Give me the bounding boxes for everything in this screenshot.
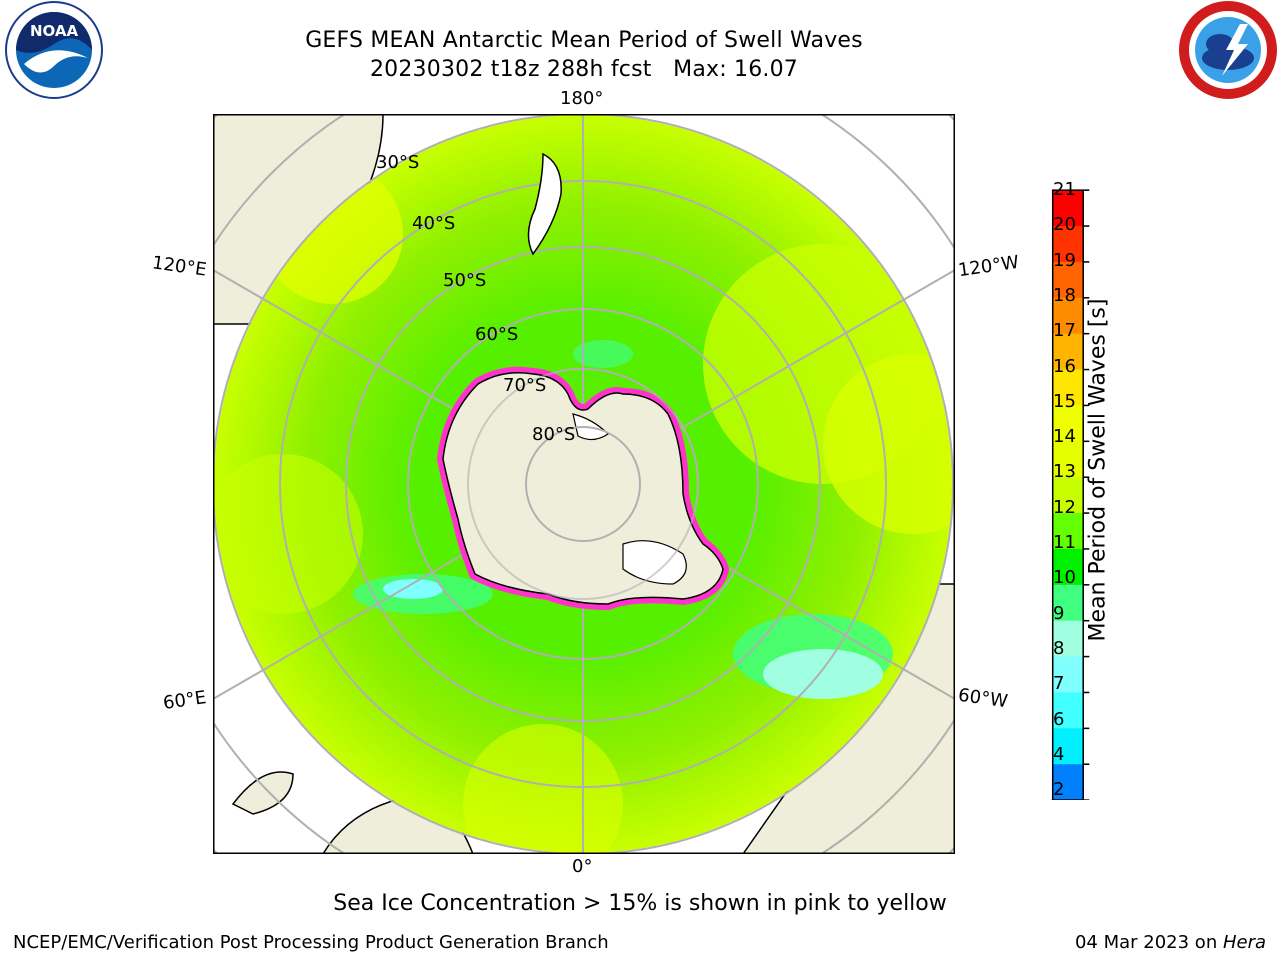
colorbar: [1051, 189, 1090, 800]
colorbar-tick-label: 14: [1053, 426, 1076, 448]
svg-text:NOAA: NOAA: [30, 22, 79, 40]
colorbar-tick-label: 11: [1053, 532, 1076, 553]
weddell-sea: [622, 540, 687, 585]
colorbar-tick-label: 6: [1053, 708, 1065, 730]
lon-label-60e: 60°E: [161, 687, 208, 714]
colorbar-bin: [1052, 548, 1084, 586]
colorbar-tick-label: 20: [1053, 214, 1076, 236]
colorbar-tick-label: 15: [1053, 390, 1076, 412]
colorbar-bin: [1052, 692, 1084, 729]
colorbar-bin: [1052, 441, 1084, 478]
colorbar-tick-label: 18: [1053, 284, 1076, 306]
colorbar-tick-label: 16: [1053, 355, 1076, 377]
colorbar-tick-label: 2: [1053, 779, 1065, 801]
lat-label-40s: 40°S: [412, 213, 456, 234]
colorbar-tick-label: 8: [1053, 637, 1065, 659]
chart-title: GEFS MEAN Antarctic Mean Period of Swell…: [0, 26, 1168, 84]
footer-date: 04 Mar 2023 on Hera: [1075, 932, 1266, 953]
title-line-1: GEFS MEAN Antarctic Mean Period of Swell…: [305, 28, 863, 53]
footer-host: Hera: [1222, 932, 1266, 953]
colorbar-tick-label: 17: [1053, 320, 1076, 342]
lat-label-70s: 70°S: [503, 375, 547, 396]
footer-credit: NCEP/EMC/Verification Post Processing Pr…: [13, 932, 609, 953]
sea-ice-note: Sea Ice Concentration > 15% is shown in …: [333, 891, 947, 916]
noaa-logo: NOAA: [2, 0, 106, 108]
map-frame: [213, 114, 955, 854]
footer-date-text: 04 Mar 2023 on: [1074, 932, 1223, 953]
colorbar-label: Mean Period of Swell Waves [s]: [1085, 298, 1111, 642]
lat-label-30s: 30°S: [376, 152, 420, 173]
new-zealand: [527, 152, 562, 256]
colorbar-bin: [1052, 190, 1084, 227]
colorbar-tick-label: 21: [1053, 179, 1076, 200]
lon-label-120e: 120°E: [150, 252, 208, 281]
nws-logo: [1178, 0, 1278, 104]
colorbar-tick-label: 4: [1053, 743, 1065, 765]
lat-label-60s: 60°S: [475, 324, 519, 345]
colorbar-tick-label: 7: [1053, 673, 1065, 695]
colorbar-bin: [1052, 261, 1084, 299]
colorbar-bin: [1052, 656, 1084, 693]
colorbar-tick-label: 10: [1053, 567, 1076, 589]
colorbar-bin: [1052, 405, 1084, 442]
colorbar-bin: [1052, 477, 1084, 514]
colorbar-bin: [1052, 584, 1084, 622]
colorbar-bin: [1052, 764, 1084, 800]
madagascar-land: [231, 771, 294, 815]
colorbar-bin: [1052, 728, 1084, 765]
colorbar-tick-label: 13: [1053, 461, 1076, 483]
lat-label-80s: 80°S: [532, 424, 576, 445]
colorbar-bin: [1052, 620, 1084, 658]
colorbar-tick-label: 12: [1053, 496, 1076, 518]
lat-label-50s: 50°S: [443, 270, 487, 291]
lon-label-180: 180°: [560, 88, 604, 109]
lon-label-0: 0°: [572, 856, 593, 877]
map-canvas: [213, 114, 955, 854]
colorbar-bin: [1052, 297, 1084, 335]
colorbar-bin: [1052, 333, 1084, 371]
colorbar-bin: [1052, 513, 1084, 550]
colorbar-tick-label: 9: [1053, 602, 1065, 624]
polar-map: [213, 114, 955, 854]
colorbar-bin: [1052, 226, 1084, 263]
colorbar-bin: [1052, 369, 1084, 406]
colorbar-tick-label: 19: [1053, 249, 1076, 271]
title-line-2: 20230302 t18z 288h fcst Max: 16.07: [369, 57, 799, 82]
